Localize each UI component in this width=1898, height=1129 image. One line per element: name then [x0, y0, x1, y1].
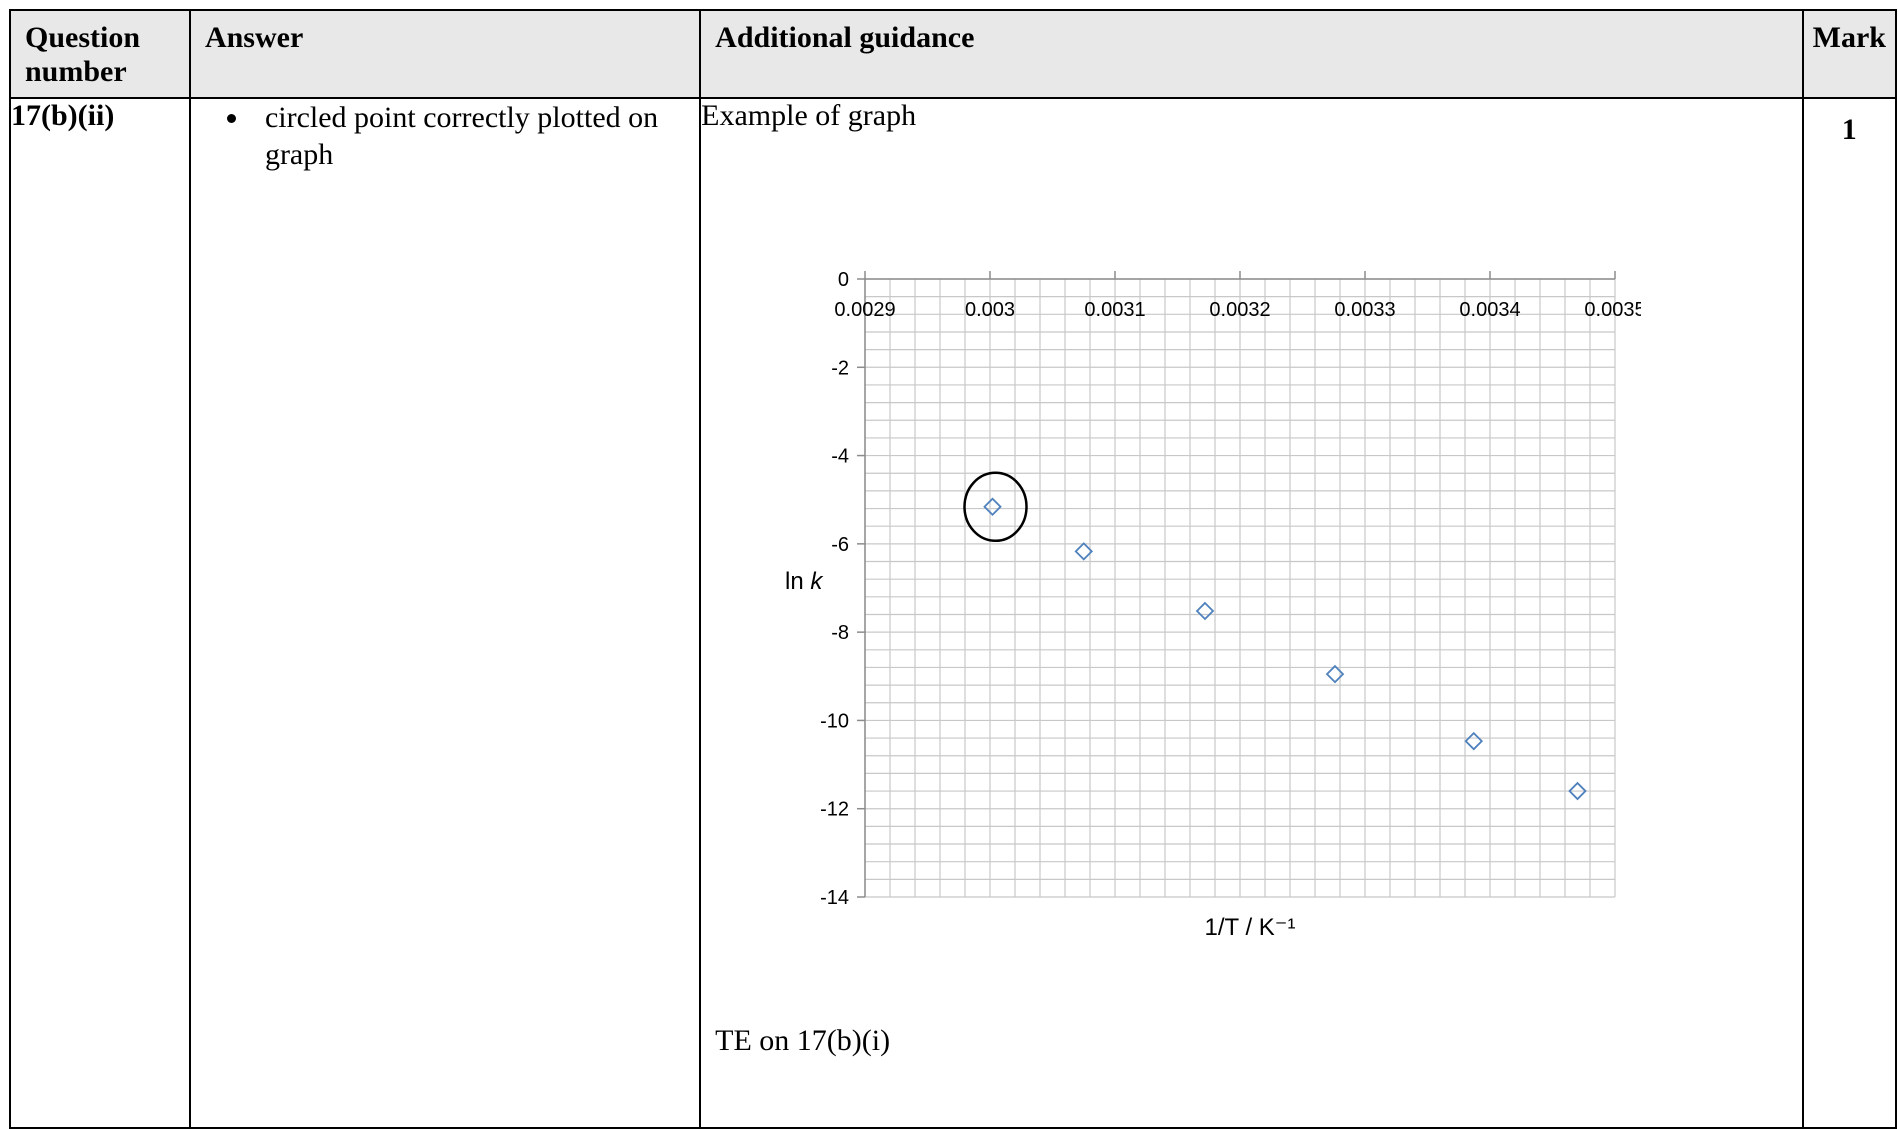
answer-point: circled point correctly plotted on graph: [251, 99, 699, 173]
data-point: [983, 497, 1002, 517]
data-point: [1464, 731, 1484, 751]
guidance-cell: Example of graph 0 -2 -4 -6 -8 -10 -12 -14 0.002…: [699, 97, 1804, 1129]
answer-cell: circled point correctly plotted on graph: [188, 97, 702, 1129]
x-tick-label: 0.0035: [1585, 299, 1642, 321]
data-point: [1568, 781, 1587, 801]
y-tick-label: -10: [820, 710, 849, 732]
question-number: 17(b)(ii): [11, 99, 115, 132]
answer-header: Answer: [188, 9, 702, 99]
ln-k-graph: 0 -2 -4 -6 -8 -10 -12 -14 0.0029 0.003 0.0031 0.003…: [785, 269, 1642, 941]
additional-guidance-header: Additional guidance: [699, 9, 1804, 99]
x-tick-label: 0.0031: [1085, 299, 1146, 321]
y-tick-label: 0: [838, 269, 849, 291]
y-tick-label: -2: [831, 357, 849, 379]
data-point: [1195, 601, 1215, 621]
answer-list: circled point correctly plotted on graph: [191, 99, 699, 173]
y-tick-label: -14: [820, 887, 849, 909]
mark-cell: 1: [1801, 97, 1898, 1129]
x-tick-label: 0.0034: [1460, 299, 1521, 321]
y-tick-label: -12: [820, 799, 849, 821]
data-point: [1074, 542, 1094, 561]
answer-row: 17(b)(ii) circled point correctly plotte…: [9, 97, 1898, 1129]
y-tick-label: -6: [831, 534, 849, 556]
y-tick-label: -4: [831, 446, 849, 468]
y-tick-label: -8: [831, 622, 849, 644]
question-number-cell: 17(b)(ii): [9, 97, 191, 1129]
y-axis-label: ln k: [785, 568, 824, 595]
question-number-header: Question number: [9, 9, 191, 99]
x-tick-label: 0.0033: [1335, 299, 1396, 321]
circled-point-marker: [963, 471, 1028, 543]
guidance-note: TE on 17(b)(i): [715, 1024, 891, 1057]
header-row: Question number Answer Additional guidan…: [9, 9, 1898, 99]
x-tick-label: 0.0029: [835, 299, 896, 321]
mark-header: Mark: [1801, 9, 1898, 99]
data-point: [1325, 664, 1345, 684]
x-tick-label: 0.0032: [1210, 299, 1271, 321]
mark-value: 1: [1841, 113, 1857, 146]
x-axis-label: 1/T / K⁻¹: [1205, 914, 1296, 941]
guidance-intro: Example of graph: [701, 99, 917, 132]
mark-scheme-table: Question number Answer Additional guidan…: [9, 9, 1898, 1129]
x-tick-label: 0.003: [965, 299, 1015, 321]
